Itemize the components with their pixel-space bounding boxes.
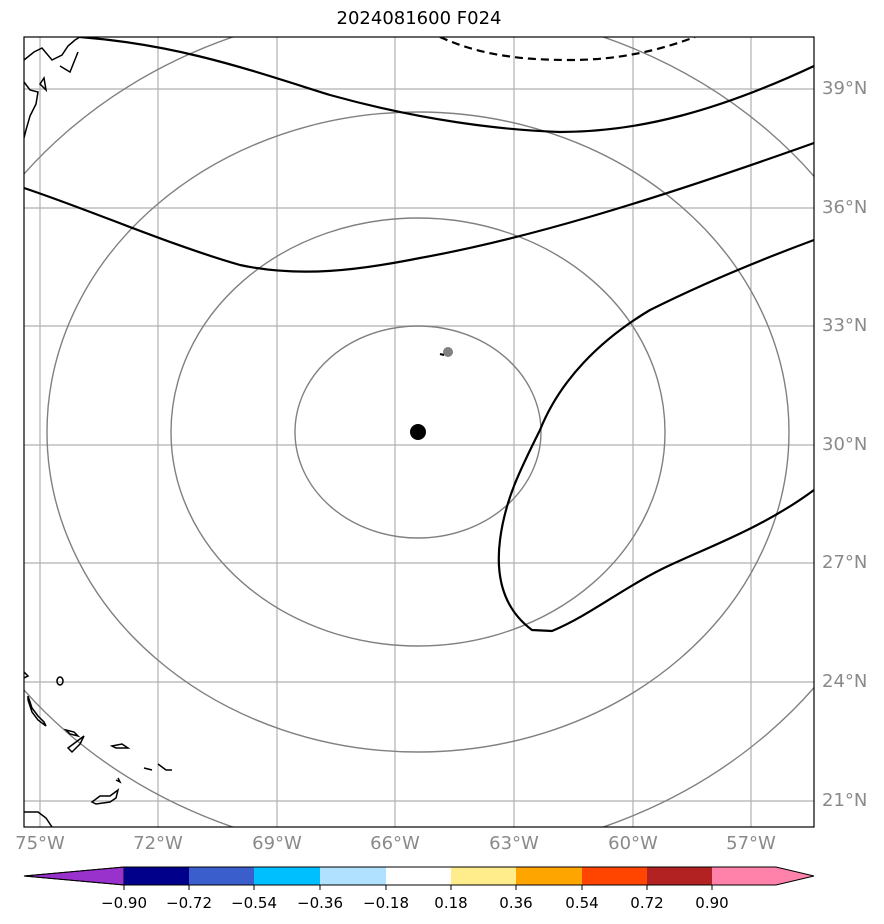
lat-label-33n: 33°N xyxy=(822,315,868,336)
lat-label-36n: 36°N xyxy=(822,197,868,218)
range-ring-1 xyxy=(294,325,542,539)
lon-label-57w: 57°W xyxy=(726,833,776,854)
secondary-track-tick xyxy=(439,353,445,356)
island-9 xyxy=(115,777,122,784)
colorbar-tick-label-9: 0.72 xyxy=(630,894,664,912)
colorbar xyxy=(23,866,815,890)
graticule xyxy=(24,37,814,827)
colorbar-bin-9 xyxy=(647,867,712,885)
contours xyxy=(24,37,814,633)
map-frame xyxy=(23,36,815,828)
coastline-north-inlet xyxy=(59,51,79,74)
colorbar-ticks xyxy=(123,885,713,890)
colorbar-bin-1 xyxy=(124,867,189,885)
coastline-south xyxy=(24,811,53,827)
colorbar-extend-low xyxy=(23,866,125,886)
lat-label-24n: 24°N xyxy=(822,671,868,692)
colorbar-tick-label-4: −0.36 xyxy=(297,894,343,912)
colorbar-bin-2 xyxy=(189,867,254,885)
colorbar-tick-label-7: 0.36 xyxy=(499,894,533,912)
colorbar-bin-5 xyxy=(386,867,451,885)
island-4 xyxy=(27,695,47,727)
lon-label-63w: 63°W xyxy=(489,833,539,854)
colorbar-tick-label-10: 0.90 xyxy=(695,894,729,912)
range-ring-2 xyxy=(170,217,666,647)
island-6 xyxy=(66,735,85,754)
lon-label-75w: 75°W xyxy=(15,833,65,854)
island-coast-2 xyxy=(24,671,30,679)
coastlines xyxy=(24,37,172,827)
lat-label-39n: 39°N xyxy=(822,78,868,99)
lon-label-60w: 60°W xyxy=(608,833,658,854)
island-10 xyxy=(90,788,120,805)
island-8 xyxy=(143,763,172,771)
contour-3 xyxy=(497,238,814,633)
colorbar-bin-3 xyxy=(254,867,320,885)
secondary-position-marker xyxy=(443,347,453,357)
range-ring-3 xyxy=(46,111,790,753)
colorbar-tick-label-1: −0.90 xyxy=(101,894,147,912)
contour-dashed xyxy=(439,37,696,62)
storm-center-marker xyxy=(410,424,426,440)
lat-label-30n: 30°N xyxy=(822,434,868,455)
colorbar-tick-label-3: −0.54 xyxy=(231,894,277,912)
colorbar-tick-label-2: −0.72 xyxy=(166,894,212,912)
colorbar-extend-high xyxy=(712,867,814,885)
range-rings xyxy=(24,37,814,827)
colorbar-bin-4 xyxy=(320,867,386,885)
colorbar-tick-label-6: 0.18 xyxy=(434,894,468,912)
colorbar-bin-7 xyxy=(516,867,582,885)
colorbar-bin-8 xyxy=(582,867,647,885)
lon-label-72w: 72°W xyxy=(133,833,183,854)
coastline-cape xyxy=(24,81,39,139)
island-7 xyxy=(109,743,131,749)
lon-label-66w: 66°W xyxy=(370,833,420,854)
colorbar-tick-label-5: −0.18 xyxy=(363,894,409,912)
map-title: 2024081600 F024 xyxy=(336,8,502,29)
lon-label-69w: 69°W xyxy=(252,833,302,854)
island-coast-1 xyxy=(39,76,48,93)
island-3 xyxy=(56,676,64,686)
contour-1 xyxy=(79,37,814,134)
coastline-north xyxy=(24,37,81,61)
contour-2 xyxy=(24,141,814,273)
colorbar-bin-6 xyxy=(451,867,516,885)
colorbar-tick-label-8: 0.54 xyxy=(565,894,599,912)
lat-label-21n: 21°N xyxy=(822,790,868,811)
lat-label-27n: 27°N xyxy=(822,552,868,573)
island-5 xyxy=(63,728,81,738)
